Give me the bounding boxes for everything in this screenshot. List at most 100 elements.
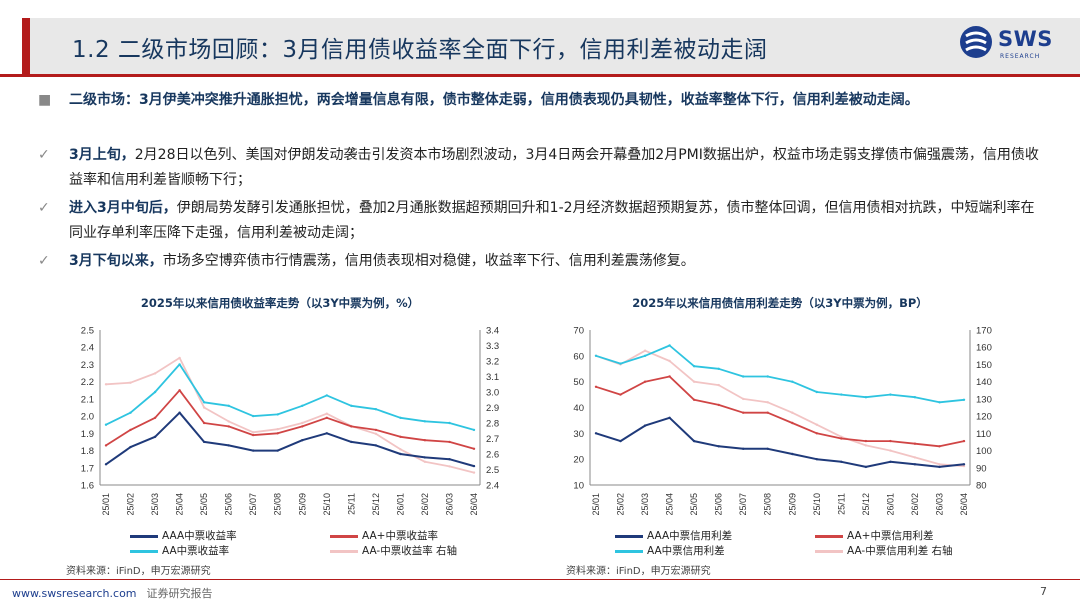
spread-chart: 70 60 50 40 30 20 10 170 160 150 140 130 120 110 100 90… [573, 326, 992, 516]
data-point [350, 404, 353, 407]
data-point [864, 465, 868, 469]
data-point [129, 381, 132, 384]
x-tick-label: 25/08 [763, 493, 773, 516]
data-point [227, 404, 230, 407]
y2-tick-label: 3.3 [486, 341, 499, 352]
legend-swatch [330, 549, 358, 553]
data-point [178, 389, 181, 392]
data-point [374, 428, 378, 432]
data-point [717, 383, 720, 387]
data-point [276, 428, 279, 431]
legend-item: AA中票信用利差 [615, 543, 725, 558]
data-point [938, 465, 941, 469]
footer: www.swsresearch.com 证券研究报告 [12, 585, 213, 601]
x-tick-label: 26/03 [934, 493, 944, 516]
data-point [153, 390, 157, 394]
data-point [325, 416, 328, 419]
data-point [619, 393, 622, 396]
data-point [252, 433, 255, 437]
y-tick-label: 2.3 [81, 360, 94, 371]
data-point [129, 445, 132, 449]
spread-chart-source: 资料来源：iFinD，申万宏源研究 [566, 566, 711, 577]
data-point [815, 458, 818, 461]
x-tick-label: 25/11 [836, 493, 846, 515]
data-point [791, 380, 794, 383]
data-point [938, 445, 941, 448]
data-point [301, 439, 304, 442]
y2-tick-label: 3.2 [486, 357, 499, 368]
data-point [423, 460, 427, 463]
bullet-text: 市场多空博弈债市行情震荡，信用债表现相对稳健，收益率下行、信用利差震荡修复。 [162, 253, 695, 269]
data-point [153, 372, 157, 375]
data-point [178, 411, 181, 414]
data-point [668, 375, 671, 378]
data-point [913, 456, 917, 459]
header-rule [0, 74, 1080, 77]
data-point [594, 385, 598, 388]
data-point [104, 444, 108, 447]
y-tick-label: 1.8 [81, 446, 94, 457]
data-point [472, 464, 476, 468]
bullet-lead: 进入3月中旬后， [69, 200, 177, 216]
y-tick-label: 70 [573, 326, 584, 337]
data-point [104, 463, 108, 466]
x-tick-label: 25/08 [273, 493, 283, 516]
x-tick-label: 25/10 [322, 493, 332, 516]
x-tick-label: 26/04 [469, 493, 479, 516]
data-point [301, 425, 304, 428]
data-point [153, 435, 157, 438]
x-tick-label: 26/02 [420, 493, 430, 516]
data-point [766, 411, 769, 414]
legend-item: AA+中票信用利差 [815, 528, 933, 543]
y-tick-label: 2.2 [81, 377, 94, 388]
data-point [301, 421, 304, 425]
data-point [643, 349, 647, 352]
series-line-3 [595, 349, 965, 467]
data-point [472, 447, 476, 450]
legend-item: AA+中票收益率 [330, 528, 438, 543]
series-line-3 [105, 357, 475, 474]
x-tick-label: 25/06 [224, 493, 234, 516]
data-point [889, 393, 892, 396]
y2-tick-label: 2.6 [486, 450, 499, 461]
data-point [692, 365, 696, 368]
y2-tick-label: 100 [976, 446, 992, 457]
page-number: 7 [1040, 585, 1047, 598]
slide-title: 1.2 二级市场回顾：3月信用债收益率全面下行，信用利差被动走阔 [72, 37, 768, 63]
data-point [594, 354, 598, 357]
y-tick-label: 2.0 [81, 412, 94, 423]
data-point [840, 437, 843, 440]
data-point [742, 447, 745, 450]
data-point [742, 375, 745, 378]
data-point [374, 408, 378, 411]
data-point [374, 432, 378, 435]
y2-tick-label: 160 [976, 343, 992, 354]
data-point [913, 442, 917, 445]
checkmark-icon: ✓ [38, 253, 50, 269]
data-point [448, 440, 451, 444]
bullet-text: 伊朗局势发酵引发通胀担忧，叠加2月通胀数据超预期回升和1-2月经济数据超预期复苏… [69, 200, 1035, 241]
y2-tick-label: 90 [976, 463, 987, 474]
legend-swatch [615, 534, 643, 538]
data-point [889, 449, 892, 452]
series-line-1 [595, 375, 965, 448]
data-point [889, 460, 892, 463]
data-point [692, 439, 696, 443]
series-line-2 [105, 363, 475, 431]
y2-tick-label: 110 [976, 429, 991, 440]
checkmark-icon: ✓ [38, 200, 50, 216]
data-point [276, 449, 279, 452]
data-point [864, 439, 868, 443]
data-point [202, 421, 206, 425]
data-point [742, 411, 745, 414]
legend-label: AA-中票信用利差 右轴 [847, 545, 953, 557]
legend-label: AA+中票信用利差 [847, 530, 934, 542]
data-point [594, 432, 598, 435]
yield-chart-legend: AAA中票收益率 AA+中票收益率 AA中票收益率 AA-中票收益率 右轴 [130, 528, 510, 560]
spread-chart-title: 2025年以来信用债信用利差走势（以3Y中票为例，BP） [632, 296, 928, 310]
data-point [643, 424, 647, 427]
legend-swatch [815, 549, 843, 553]
data-point [325, 432, 328, 435]
logo-subtext: RESEARCH [1000, 53, 1041, 60]
footer-url-link[interactable]: www.swsresearch.com [12, 587, 137, 600]
